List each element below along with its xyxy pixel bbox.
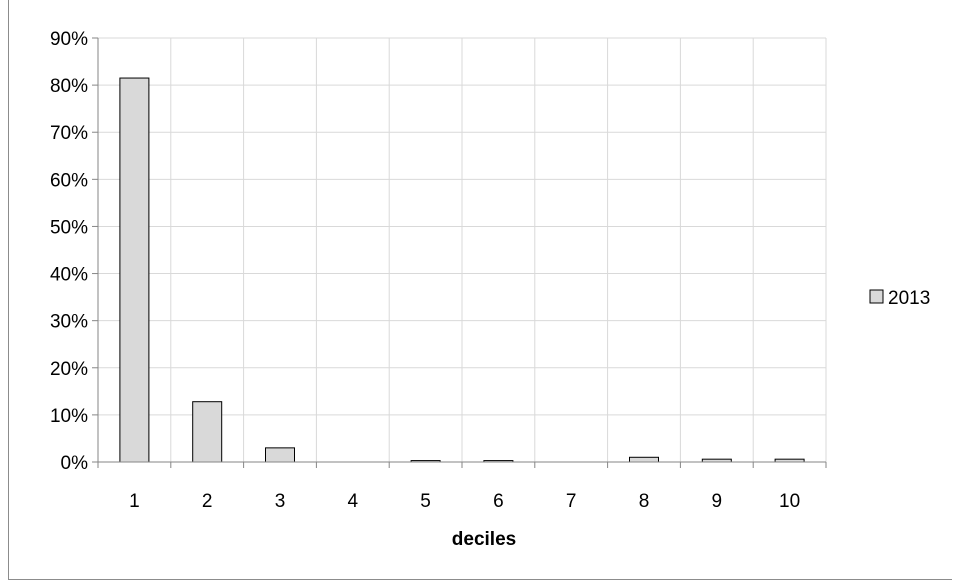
x-tick-label: 2 bbox=[202, 491, 213, 512]
y-tick-label: 70% bbox=[50, 123, 88, 144]
y-tick-labels: 0% 10% 20% 30% 40% 50% 60% 70% 80% 90% bbox=[50, 29, 88, 474]
legend: 2013 bbox=[869, 288, 930, 309]
x-tick-label: 5 bbox=[420, 491, 431, 512]
x-tick-label: 1 bbox=[129, 491, 140, 512]
x-tick-label: 4 bbox=[348, 491, 359, 512]
x-axis-title: deciles bbox=[452, 529, 516, 550]
x-tick-label: 7 bbox=[566, 491, 577, 512]
x-tick-label: 3 bbox=[275, 491, 286, 512]
chart-area bbox=[8, 0, 952, 580]
y-tick-label: 60% bbox=[50, 170, 88, 191]
x-tick-label: 6 bbox=[493, 491, 504, 512]
x-tick-label: 10 bbox=[779, 491, 800, 512]
x-tick-label: 9 bbox=[712, 491, 723, 512]
y-tick-label: 80% bbox=[50, 76, 88, 97]
x-tick-label: 8 bbox=[639, 491, 650, 512]
y-tick-label: 30% bbox=[50, 312, 88, 333]
y-tick-label: 0% bbox=[61, 453, 89, 474]
bar bbox=[265, 447, 295, 463]
y-tick-label: 40% bbox=[50, 265, 88, 286]
legend-label: 2013 bbox=[888, 288, 930, 309]
legend-swatch bbox=[869, 289, 884, 304]
bar bbox=[119, 77, 150, 463]
y-tick-label: 10% bbox=[50, 406, 88, 427]
axes bbox=[92, 37, 827, 468]
y-tick-label: 50% bbox=[50, 217, 88, 238]
bars bbox=[119, 77, 805, 463]
gridlines bbox=[98, 37, 827, 462]
bar bbox=[192, 401, 223, 463]
y-tick-label: 90% bbox=[50, 29, 88, 50]
x-tick-labels: 1 2 3 4 5 6 7 8 9 10 bbox=[129, 491, 800, 512]
y-tick-label: 20% bbox=[50, 359, 88, 380]
bar bbox=[629, 456, 659, 463]
